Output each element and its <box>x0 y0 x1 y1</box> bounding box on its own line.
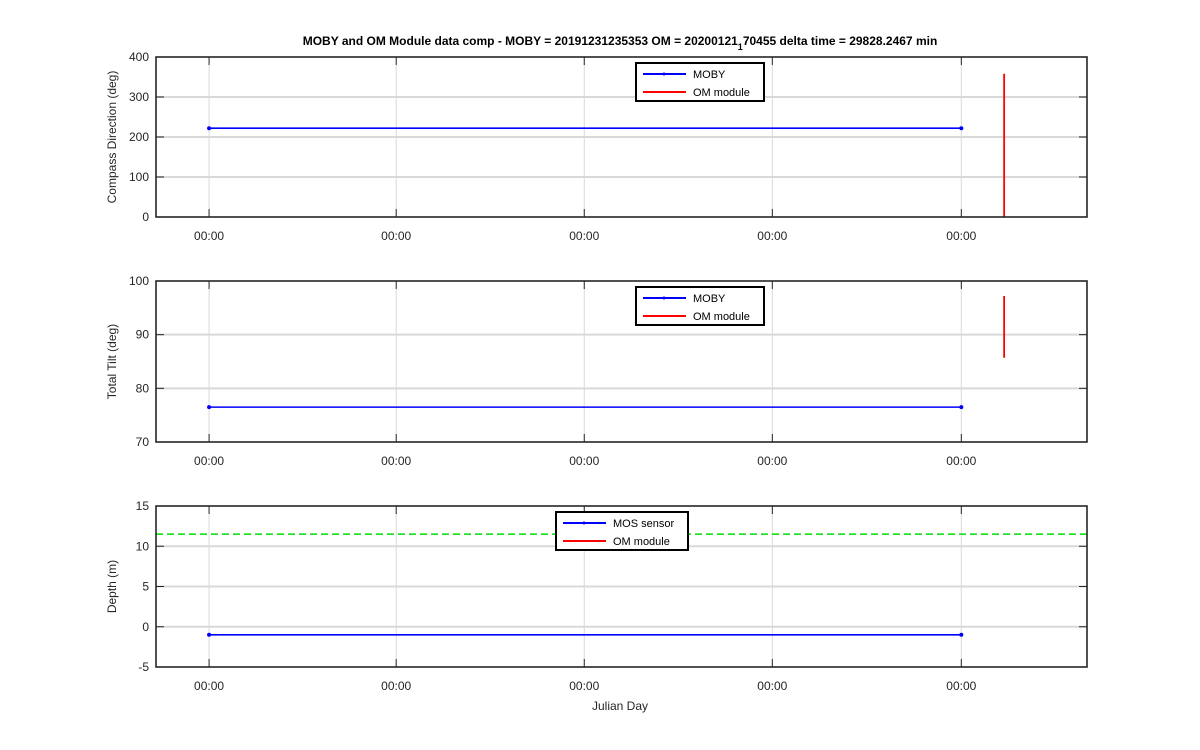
chart-panel-3: -5 0 5 10 15 00:00 00:00 00:00 00:00 00:00 Depth (… <box>105 499 1088 693</box>
x-tick-label: 00:00 <box>946 229 976 243</box>
legend: MOBY OM module <box>635 62 765 102</box>
y-axis-label: Compass Direction (deg) <box>105 71 119 204</box>
y-tick-label: 90 <box>136 328 150 342</box>
series-marker <box>959 632 964 637</box>
y-tick-label: 100 <box>129 170 149 184</box>
chart-title-subscript: 1 <box>738 42 743 52</box>
y-tick-label: 400 <box>129 50 149 64</box>
series-marker <box>207 126 212 131</box>
axes-frame <box>155 280 1088 443</box>
y-tick-label: -5 <box>138 660 149 674</box>
legend-box <box>555 511 689 551</box>
x-tick-label: 00:00 <box>194 454 224 468</box>
legend-label: MOS sensor <box>613 518 674 530</box>
x-tick-label: 00:00 <box>381 679 411 693</box>
x-tick-label: 00:00 <box>757 229 787 243</box>
chart-panel-1: 0 100 200 300 400 00:00 00:00 00:00 00:00 00:00 Co… <box>105 50 1088 243</box>
legend-label: OM module <box>693 311 750 323</box>
x-tick-label: 00:00 <box>194 679 224 693</box>
y-tick-label: 10 <box>136 539 150 553</box>
series-marker <box>959 126 964 131</box>
x-tick-label: 00:00 <box>381 454 411 468</box>
x-tick-label: 00:00 <box>569 679 599 693</box>
chart-title-tail: 70455 delta time = 29828.2467 min <box>743 34 937 48</box>
x-tick-label: 00:00 <box>194 229 224 243</box>
legend-label: MOBY <box>693 293 726 305</box>
series-marker <box>207 632 212 637</box>
series-marker <box>959 405 964 410</box>
legend-box <box>635 62 765 102</box>
x-tick-label: 00:00 <box>569 454 599 468</box>
x-tick-label: 00:00 <box>569 229 599 243</box>
legend: MOS sensor OM module <box>555 511 689 551</box>
legend: MOBY OM module <box>635 286 765 326</box>
legend-label: OM module <box>693 87 750 99</box>
legend-marker <box>582 521 586 525</box>
x-axis-label: Julian Day <box>592 699 648 713</box>
x-tick-label: 00:00 <box>946 454 976 468</box>
legend-label: MOBY <box>693 69 726 81</box>
chart-title-main: MOBY and OM Module data comp - MOBY = 20… <box>303 34 738 48</box>
y-axis-label: Depth (m) <box>105 560 119 613</box>
y-tick-label: 200 <box>129 130 149 144</box>
series-marker <box>207 405 212 410</box>
y-tick-label: 70 <box>136 435 150 449</box>
x-tick-label: 00:00 <box>757 679 787 693</box>
legend-label: OM module <box>613 536 670 548</box>
y-tick-label: 0 <box>142 620 149 634</box>
legend-box <box>635 286 765 326</box>
chart-title: MOBY and OM Module data comp - MOBY = 20… <box>303 34 938 52</box>
x-tick-label: 00:00 <box>381 229 411 243</box>
y-axis-label: Total Tilt (deg) <box>105 324 119 399</box>
y-tick-label: 5 <box>142 580 149 594</box>
y-tick-label: 80 <box>136 381 150 395</box>
y-tick-label: 300 <box>129 90 149 104</box>
legend-marker <box>662 296 666 300</box>
legend-marker <box>662 72 666 76</box>
y-tick-label: 0 <box>142 210 149 224</box>
x-tick-label: 00:00 <box>757 454 787 468</box>
y-tick-label: 100 <box>129 274 149 288</box>
y-tick-label: 15 <box>136 499 150 513</box>
x-tick-label: 00:00 <box>946 679 976 693</box>
chart-panel-2: 70 80 90 100 00:00 00:00 00:00 00:00 00:00 Total … <box>105 274 1088 468</box>
